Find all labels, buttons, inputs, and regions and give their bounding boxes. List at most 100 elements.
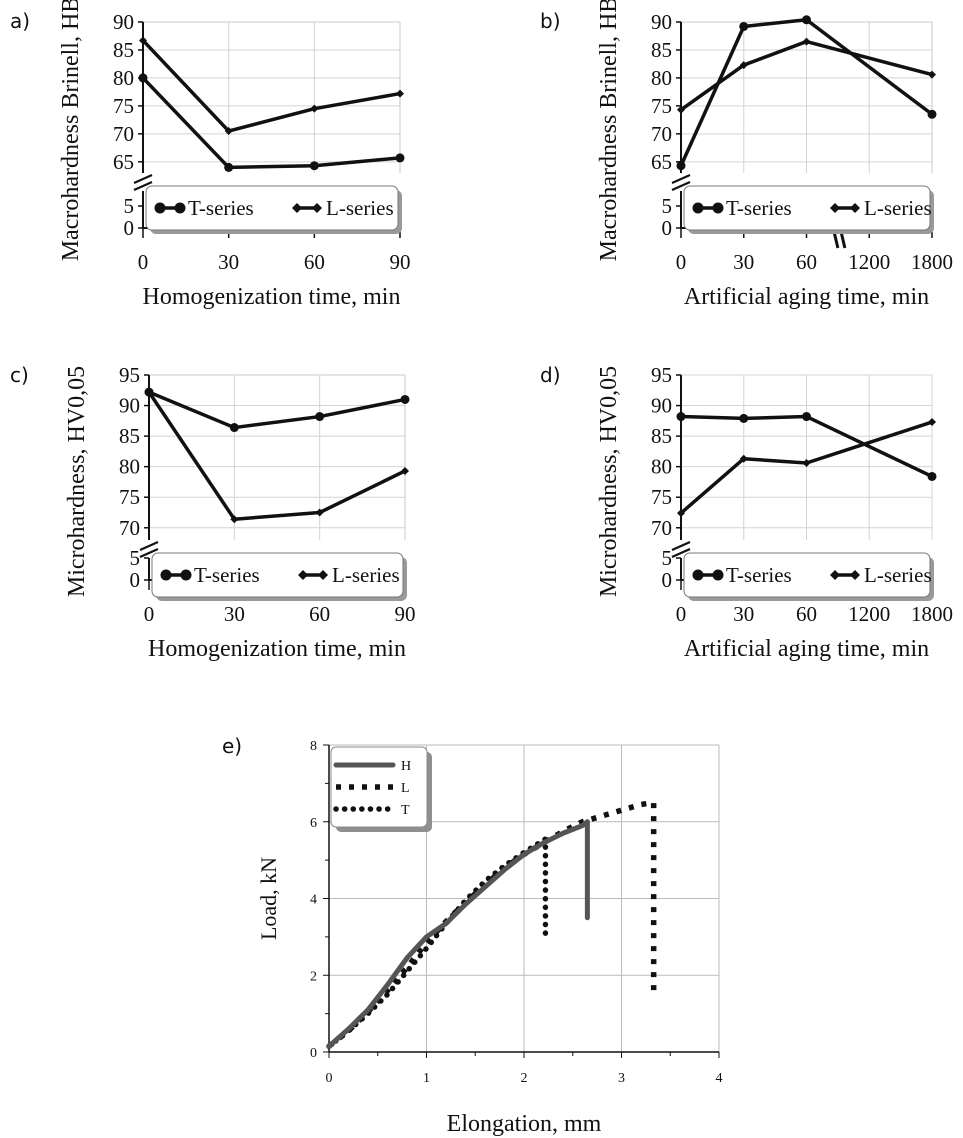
series-line-l-series [147, 391, 406, 521]
data-point-t-series [315, 412, 325, 422]
data-point-t-series [739, 21, 749, 31]
y-axis-title: Microhardness, HV0,05 [64, 366, 90, 597]
series-line-h [326, 819, 590, 1049]
legend-box [151, 552, 404, 598]
y-tick-label: 95 [119, 363, 140, 387]
y-tick-label: 70 [651, 122, 672, 146]
axis-break-mark [671, 180, 691, 192]
x-tick-label: 1200 [848, 602, 890, 626]
legend-label: L-series [864, 196, 932, 220]
series-line-l-series [679, 420, 933, 515]
x-tick-label: 0 [138, 250, 149, 274]
y-tick-label: 4 [310, 893, 317, 908]
data-point-t-series [400, 394, 410, 404]
legend-marker-t [160, 569, 172, 581]
data-point-t-series [676, 412, 686, 422]
panel-label: d) [540, 363, 561, 387]
data-point-t-series [395, 153, 405, 163]
x-axis-title: Elongation, mm [447, 1111, 602, 1137]
axis-break-mark [671, 173, 691, 185]
legend-marker-l [850, 570, 860, 580]
y-tick-label: 85 [113, 38, 134, 62]
axis-break-mark [133, 180, 153, 192]
x-axis-title: Artificial aging time, min [684, 636, 929, 662]
x-tick-label: 3 [618, 1071, 625, 1086]
series-line-l [327, 799, 657, 1049]
series-line-l-series [141, 39, 401, 133]
y-tick-label: 75 [119, 485, 140, 509]
y-tick-label: 0 [130, 568, 141, 592]
x-tick-label: 0 [326, 1071, 333, 1086]
legend-marker-t [154, 202, 166, 214]
y-tick-label: 65 [113, 150, 134, 174]
legend-label: T-series [726, 563, 792, 587]
series-line-t-series [679, 18, 934, 167]
x-tick-label: 90 [390, 250, 411, 274]
axis-break-mark [139, 540, 159, 552]
y-axis-title: Microhardness, HV0,05 [596, 366, 622, 597]
panel-label: c) [10, 363, 29, 387]
x-tick-label: 0 [676, 602, 687, 626]
data-point-t-series [927, 471, 937, 481]
y-tick-label: 80 [651, 455, 672, 479]
x-axis-title: Artificial aging time, min [684, 284, 929, 310]
data-point-l-series [310, 104, 319, 113]
data-point-l-series [145, 388, 153, 397]
y-axis-title: Macrohardness Brinell, HB [58, 0, 84, 261]
data-point-t-series [138, 73, 148, 83]
data-point-l-series [230, 515, 239, 524]
series-line-t-series [148, 390, 406, 430]
x-tick-label: 90 [395, 602, 416, 626]
legend-box [145, 185, 399, 231]
y-tick-label: 90 [651, 10, 672, 34]
y-tick-label: 0 [662, 568, 673, 592]
legend-marker-l [298, 570, 308, 580]
y-tick-label: 70 [113, 122, 134, 146]
y-tick-label: 90 [113, 10, 134, 34]
data-point-l-series [739, 61, 748, 70]
x-tick-label: 0 [144, 602, 155, 626]
y-tick-label: 85 [119, 424, 140, 448]
y-tick-label: 65 [651, 150, 672, 174]
x-tick-label: 2 [521, 1071, 528, 1086]
y-tick-label: 90 [651, 394, 672, 418]
x-axis-title: Homogenization time, min [143, 284, 401, 310]
legend-label: L-series [326, 196, 394, 220]
legend-marker-l [850, 203, 860, 213]
y-tick-label: 80 [119, 455, 140, 479]
legend-marker-t [174, 202, 186, 214]
x-tick-label: 0 [676, 250, 687, 274]
data-point-t-series [309, 161, 319, 171]
x-tick-label: 30 [733, 250, 754, 274]
legend-label: H [401, 759, 411, 774]
legend-box [683, 185, 931, 231]
y-tick-label: 5 [130, 546, 141, 570]
data-point-t-series [927, 109, 937, 119]
x-tick-label: 1800 [911, 602, 953, 626]
x-tick-label: 30 [218, 250, 239, 274]
legend-label: L-series [864, 563, 932, 587]
legend-marker-t [712, 202, 724, 214]
panel-label: b) [540, 9, 561, 33]
legend-label: T [401, 803, 410, 818]
series-line-t-series [141, 76, 401, 170]
data-point-l-series [224, 127, 233, 136]
x-tick-label: 30 [733, 602, 754, 626]
x-tick-label: 60 [309, 602, 330, 626]
data-point-t-series [739, 413, 749, 423]
data-point-l-series [928, 418, 936, 427]
y-tick-label: 85 [651, 38, 672, 62]
panel-label: e) [222, 734, 242, 758]
y-axis-title: Macrohardness Brinell, HB [596, 0, 622, 261]
legend-label: T-series [194, 563, 260, 587]
data-point-l-series [677, 105, 685, 114]
legend-label: L-series [332, 563, 400, 587]
x-tick-label: 30 [224, 602, 245, 626]
legend-marker-l [830, 203, 840, 213]
series-line-l-series [679, 39, 933, 112]
